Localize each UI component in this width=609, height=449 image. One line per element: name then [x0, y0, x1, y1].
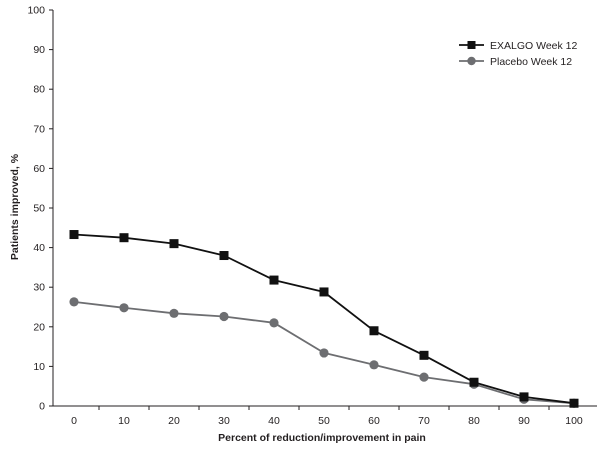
data-point — [369, 326, 379, 336]
data-point — [69, 230, 79, 240]
x-axis-title: Percent of reduction/improvement in pain — [218, 432, 426, 444]
legend-label-placebo: Placebo Week 12 — [490, 56, 572, 68]
legend-marker-placebo — [467, 56, 476, 66]
legend-label-exalgo: EXALGO Week 12 — [490, 40, 578, 52]
x-tick-label: 80 — [468, 415, 480, 427]
y-axis-title: Patients improved, % — [9, 153, 21, 260]
series-layer — [69, 230, 579, 408]
y-tick-label: 70 — [33, 123, 45, 135]
data-point — [319, 287, 329, 297]
y-tick-label: 60 — [33, 163, 45, 175]
y-tick-label: 80 — [33, 84, 45, 96]
data-point — [469, 377, 479, 387]
y-tick-label: 100 — [27, 5, 45, 17]
data-point — [269, 318, 279, 328]
y-tick-label: 40 — [33, 242, 45, 254]
data-point — [569, 398, 579, 408]
data-point — [119, 303, 129, 313]
legend-marker-exalgo — [467, 41, 476, 49]
x-tick-label: 0 — [71, 415, 77, 427]
x-tick-label: 70 — [418, 415, 430, 427]
data-point — [69, 297, 79, 307]
y-axis-ticks: 0 10 20 30 40 50 60 70 80 90 100 — [27, 5, 53, 413]
data-point — [219, 311, 229, 322]
legend: EXALGO Week 12 Placebo Week 12 — [459, 40, 578, 68]
data-point — [519, 392, 529, 402]
data-point — [419, 350, 429, 360]
data-point — [219, 251, 229, 261]
data-point — [119, 233, 129, 243]
x-tick-label: 20 — [168, 415, 180, 427]
series-exalgo — [69, 230, 579, 408]
data-point — [319, 348, 329, 358]
y-tick-label: 30 — [33, 282, 45, 294]
y-tick-label: 90 — [33, 44, 45, 56]
series-line — [73, 233, 575, 405]
data-point — [169, 239, 179, 249]
x-tick-label: 30 — [218, 415, 230, 427]
data-point — [169, 308, 179, 318]
x-tick-label: 50 — [318, 415, 330, 427]
y-tick-label: 0 — [39, 401, 45, 413]
x-tick-label: 10 — [118, 415, 130, 427]
data-point — [419, 372, 429, 382]
x-axis-ticks: 0 10 20 30 40 50 60 70 80 90 100 — [71, 406, 583, 427]
x-tick-label: 60 — [368, 415, 380, 427]
data-point — [369, 360, 379, 370]
x-tick-label: 90 — [518, 415, 530, 427]
y-tick-label: 20 — [33, 321, 45, 333]
y-tick-label: 10 — [33, 361, 45, 373]
x-tick-label: 100 — [565, 415, 583, 427]
data-point — [269, 275, 279, 285]
y-tick-label: 50 — [33, 203, 45, 215]
x-tick-label: 40 — [268, 415, 280, 427]
